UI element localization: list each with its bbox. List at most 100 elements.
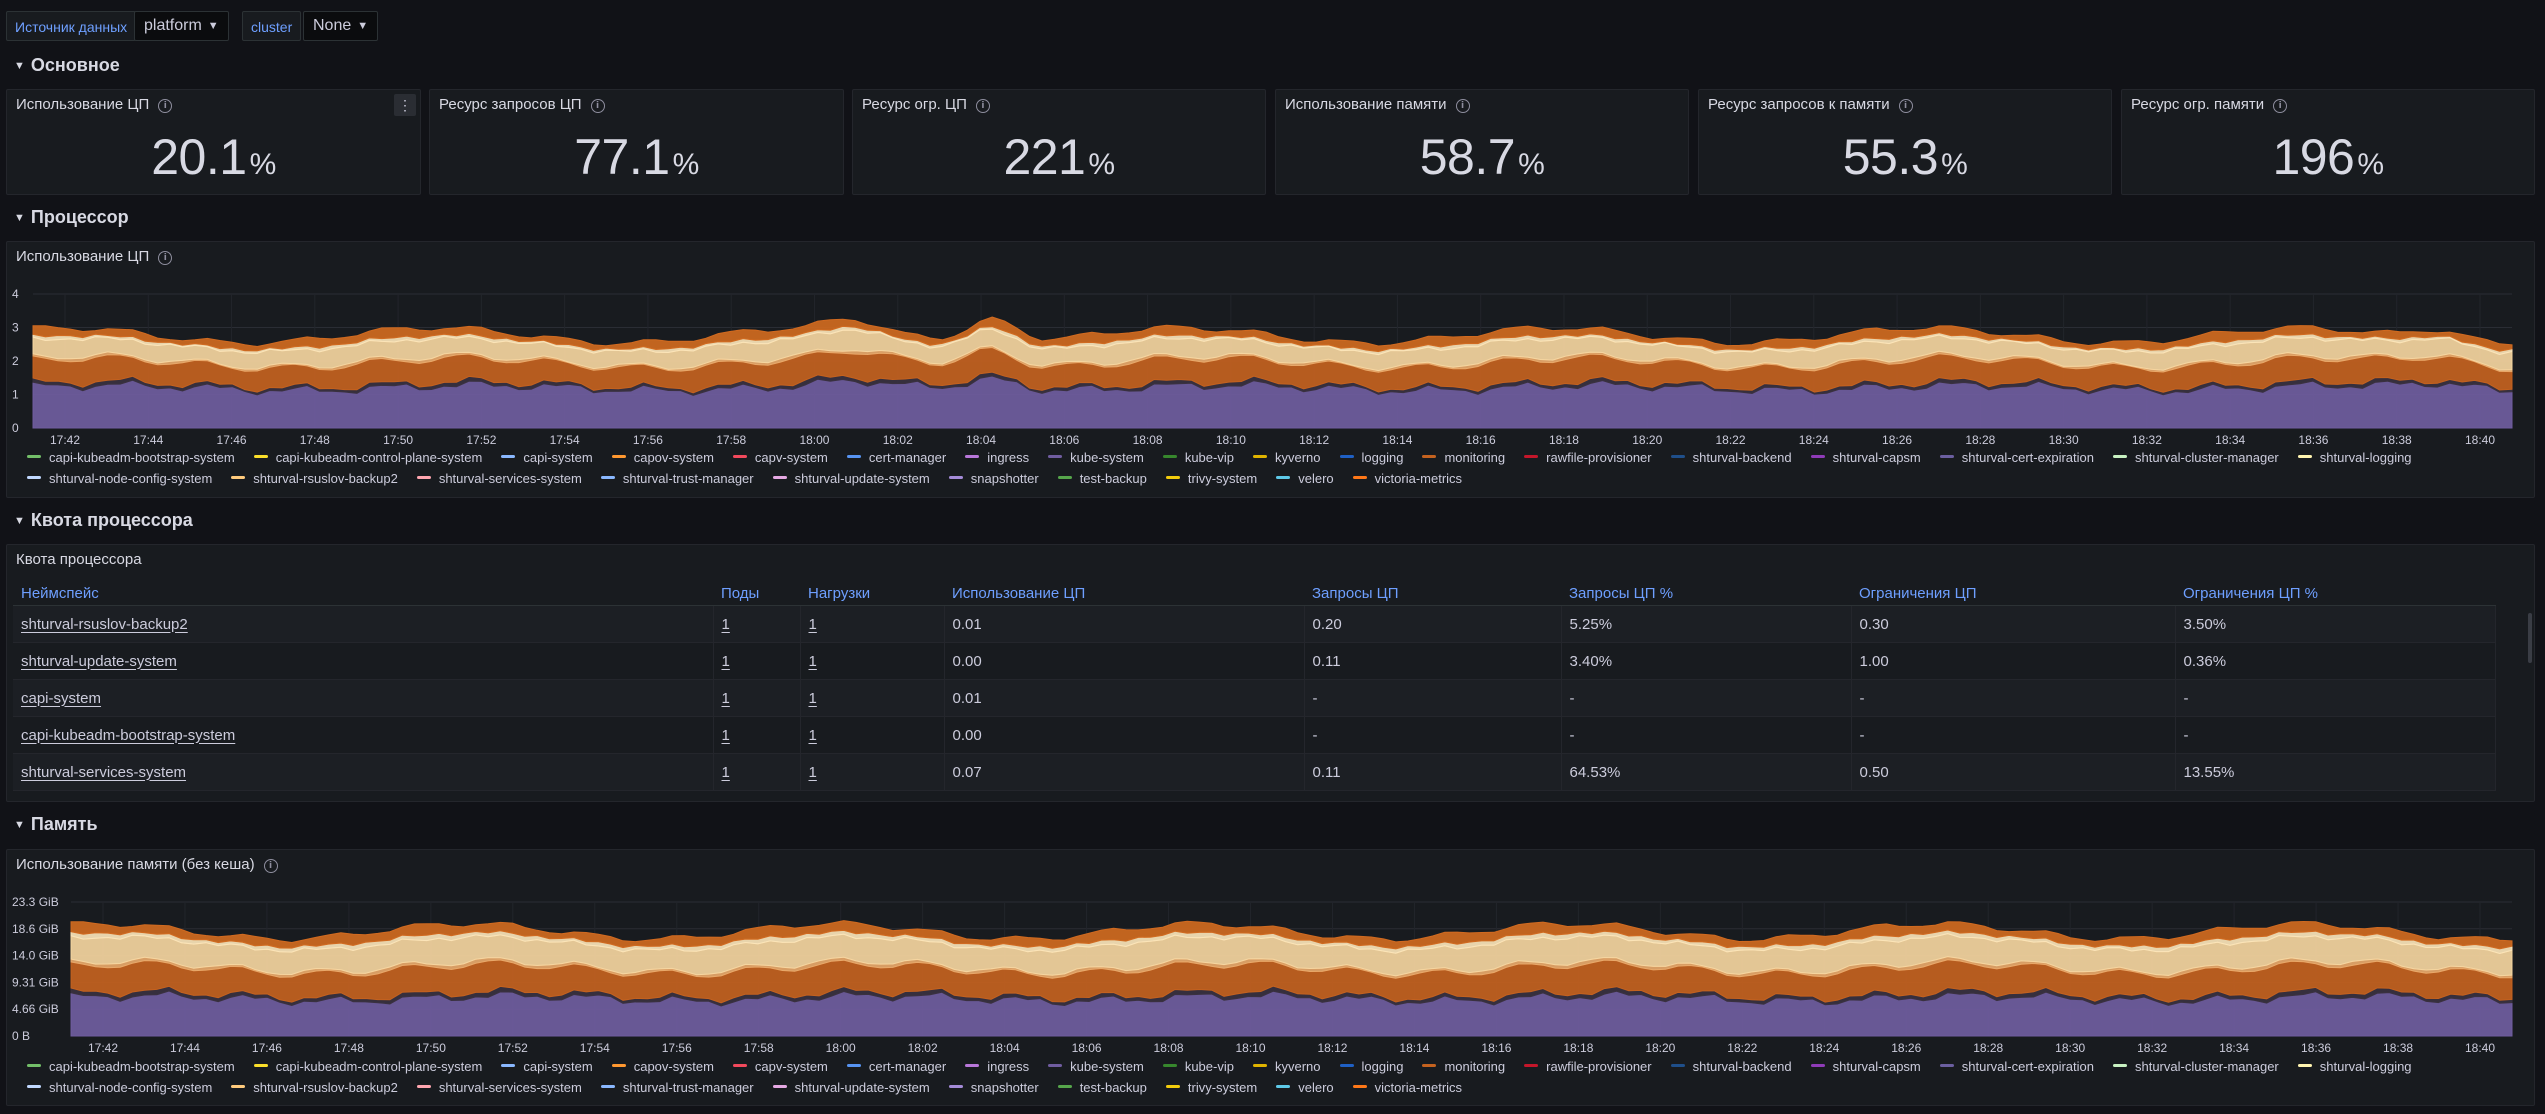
column-header[interactable]: Запросы ЦП	[1304, 582, 1561, 606]
legend-item[interactable]: shturval-logging	[2297, 450, 2412, 465]
legend-item[interactable]: monitoring	[1422, 1059, 1505, 1074]
legend-item[interactable]: test-backup	[1057, 1080, 1147, 1095]
legend-item[interactable]: snapshotter	[948, 1080, 1039, 1095]
legend-item[interactable]: capi-kubeadm-bootstrap-system	[27, 1059, 235, 1074]
row-main-toggle[interactable]: ▼ Основное	[14, 55, 120, 76]
legend-item[interactable]: ingress	[965, 1059, 1029, 1074]
table-scrollbar[interactable]	[2528, 613, 2532, 663]
legend-item[interactable]: trivy-system	[1165, 1080, 1257, 1095]
legend-item[interactable]: shturval-node-config-system	[27, 471, 212, 486]
datasource-select[interactable]: platform ▼	[134, 11, 229, 41]
legend-item[interactable]: logging	[1339, 450, 1403, 465]
count-link[interactable]: 1	[800, 642, 945, 680]
namespace-link[interactable]: shturval-update-system	[13, 642, 714, 680]
legend-item[interactable]: capov-system	[611, 1059, 714, 1074]
legend-item[interactable]: capi-kubeadm-bootstrap-system	[27, 450, 235, 465]
count-link[interactable]: 1	[713, 679, 801, 717]
namespace-link[interactable]: capi-kubeadm-bootstrap-system	[13, 716, 714, 754]
row-memory-toggle[interactable]: ▼ Память	[14, 814, 98, 835]
legend-item[interactable]: capv-system	[732, 1059, 828, 1074]
legend-item[interactable]: shturval-services-system	[416, 1080, 582, 1095]
cpu-usage-chart[interactable]: 4 3 2 1 0 17:42 17:44 17:46 17:48 17:50 17:52 17:54…	[7, 280, 2534, 470]
namespace-link[interactable]: shturval-services-system	[13, 753, 714, 791]
legend-item[interactable]: velero	[1276, 1080, 1334, 1095]
legend-item[interactable]: capi-system	[501, 1059, 593, 1074]
legend-item[interactable]: shturval-cert-expiration	[1939, 1059, 2094, 1074]
count-link[interactable]: 1	[713, 605, 801, 643]
stat-panel-cpu-limits[interactable]: Ресурс огр. ЦП i 221%	[852, 89, 1266, 195]
namespace-link[interactable]: capi-system	[13, 679, 714, 717]
legend-item[interactable]: kube-system	[1048, 1059, 1144, 1074]
count-link[interactable]: 1	[800, 716, 945, 754]
legend-item[interactable]: logging	[1339, 1059, 1403, 1074]
stat-panel-cpu-requests[interactable]: Ресурс запросов ЦП i 77.1%	[429, 89, 844, 195]
info-icon[interactable]: i	[158, 251, 173, 265]
legend-item[interactable]: trivy-system	[1165, 471, 1257, 486]
info-icon[interactable]: i	[158, 99, 173, 113]
legend-item[interactable]: shturval-capsm	[1810, 1059, 1921, 1074]
legend-item[interactable]: shturval-cluster-manager	[2112, 450, 2279, 465]
legend-item[interactable]: shturval-node-config-system	[27, 1080, 212, 1095]
stat-panel-cpu-usage[interactable]: Использование ЦП i ⋮ 20.1%	[6, 89, 421, 195]
count-link[interactable]: 1	[713, 716, 801, 754]
count-link[interactable]: 1	[713, 753, 801, 791]
legend-item[interactable]: kyverno	[1252, 450, 1321, 465]
stat-panel-memory-requests[interactable]: Ресурс запросов к памяти i 55.3%	[1698, 89, 2112, 195]
legend-item[interactable]: capi-kubeadm-control-plane-system	[253, 450, 482, 465]
legend-item[interactable]: kube-vip	[1162, 1059, 1234, 1074]
legend-item[interactable]: capv-system	[732, 450, 828, 465]
count-link[interactable]: 1	[800, 679, 945, 717]
legend-item[interactable]: monitoring	[1422, 450, 1505, 465]
column-header[interactable]: Использование ЦП	[944, 582, 1304, 606]
column-header[interactable]: Ограничения ЦП	[1851, 582, 2175, 606]
column-header[interactable]: Неймспейс	[13, 582, 713, 606]
legend-item[interactable]: rawfile-provisioner	[1524, 450, 1652, 465]
info-icon[interactable]: i	[975, 99, 990, 113]
legend-item[interactable]: kube-system	[1048, 450, 1144, 465]
row-cpu-toggle[interactable]: ▼ Процессор	[14, 207, 129, 228]
cpu-usage-timeseries-panel[interactable]: Использование ЦП i 4 3 2 1 0 17:42 17:44 17:46 17…	[6, 241, 2535, 498]
legend-item[interactable]: shturval-capsm	[1810, 450, 1921, 465]
legend-item[interactable]: shturval-cluster-manager	[2112, 1059, 2279, 1074]
stat-panel-memory-limits[interactable]: Ресурс огр. памяти i 196%	[2121, 89, 2535, 195]
column-header[interactable]: Ограничения ЦП %	[2175, 582, 2495, 606]
info-icon[interactable]: i	[1898, 99, 1913, 113]
legend-item[interactable]: cert-manager	[846, 450, 946, 465]
legend-item[interactable]: victoria-metrics	[1352, 1080, 1462, 1095]
memory-usage-chart[interactable]: 23.3 GiB 18.6 GiB 14.0 GiB 9.31 GiB 4.66 GiB…	[7, 888, 2534, 1078]
count-link[interactable]: 1	[713, 642, 801, 680]
panel-menu-icon[interactable]: ⋮	[394, 94, 416, 116]
row-quota-toggle[interactable]: ▼ Квота процессора	[14, 510, 193, 531]
legend-item[interactable]: shturval-backend	[1670, 1059, 1792, 1074]
info-icon[interactable]: i	[263, 859, 278, 873]
legend-item[interactable]: victoria-metrics	[1352, 471, 1462, 486]
legend-item[interactable]: velero	[1276, 471, 1334, 486]
legend-item[interactable]: kube-vip	[1162, 450, 1234, 465]
legend-item[interactable]: cert-manager	[846, 1059, 946, 1074]
column-header[interactable]: Запросы ЦП %	[1561, 582, 1851, 606]
cluster-select[interactable]: None ▼	[303, 11, 379, 41]
count-link[interactable]: 1	[800, 605, 945, 643]
legend-item[interactable]: shturval-logging	[2297, 1059, 2412, 1074]
legend-item[interactable]: capi-kubeadm-control-plane-system	[253, 1059, 482, 1074]
legend-item[interactable]: shturval-backend	[1670, 450, 1792, 465]
legend-item[interactable]: kyverno	[1252, 1059, 1321, 1074]
info-icon[interactable]: i	[2273, 99, 2288, 113]
namespace-link[interactable]: shturval-rsuslov-backup2	[13, 605, 714, 643]
legend-item[interactable]: shturval-cert-expiration	[1939, 450, 2094, 465]
legend-item[interactable]: rawfile-provisioner	[1524, 1059, 1652, 1074]
legend-item[interactable]: ingress	[965, 450, 1029, 465]
cpu-quota-table-panel[interactable]: Квота процессора Неймспейс Поды Нагрузки Ис…	[6, 544, 2535, 802]
column-header[interactable]: Нагрузки	[800, 582, 944, 606]
column-header[interactable]: Поды	[713, 582, 800, 606]
stat-panel-memory-usage[interactable]: Использование памяти i 58.7%	[1275, 89, 1689, 195]
legend-item[interactable]: shturval-rsuslov-backup2	[231, 471, 398, 486]
legend-item[interactable]: test-backup	[1057, 471, 1147, 486]
memory-usage-timeseries-panel[interactable]: Использование памяти (без кеша) i 23.3 Gi…	[6, 849, 2535, 1106]
legend-item[interactable]: shturval-services-system	[416, 471, 582, 486]
legend-item[interactable]: shturval-rsuslov-backup2	[231, 1080, 398, 1095]
info-icon[interactable]: i	[590, 99, 605, 113]
legend-item[interactable]: shturval-update-system	[772, 1080, 930, 1095]
count-link[interactable]: 1	[800, 753, 945, 791]
legend-item[interactable]: shturval-trust-manager	[600, 471, 754, 486]
